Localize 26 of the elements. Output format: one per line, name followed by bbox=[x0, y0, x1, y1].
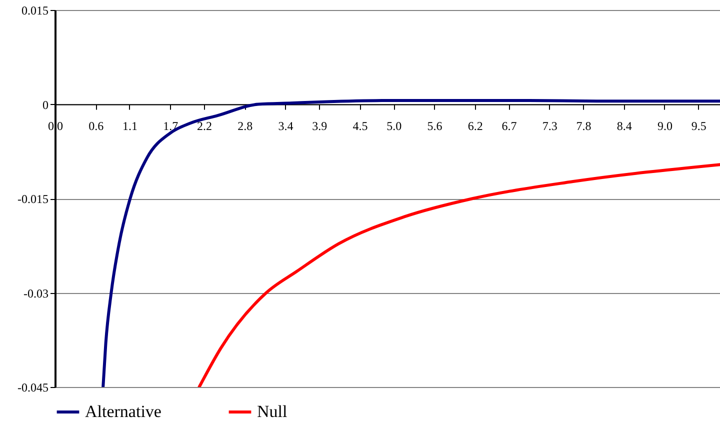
x-tick-label: 1.1 bbox=[122, 118, 138, 133]
x-tick-label: 7.8 bbox=[576, 118, 592, 133]
x-tick-label: 2.8 bbox=[238, 118, 253, 133]
x-tick-label: 5.0 bbox=[386, 118, 402, 133]
y-tick-label: 0.015 bbox=[22, 4, 48, 18]
x-tick-label: 8.4 bbox=[616, 118, 632, 133]
x-tick-label: 5.6 bbox=[427, 118, 442, 133]
x-tick-label: 2.2 bbox=[196, 118, 212, 133]
x-tick-label: 4.5 bbox=[352, 118, 368, 133]
x-tick-label: 9.0 bbox=[657, 118, 672, 133]
line-series bbox=[198, 163, 720, 387]
x-tick-label: 3.4 bbox=[278, 118, 294, 133]
y-tick-label: -0.015 bbox=[18, 192, 48, 206]
y-tick-label: -0.045 bbox=[18, 380, 48, 394]
x-tick-label: 1.7 bbox=[163, 118, 178, 133]
y-tick-label: 0 bbox=[42, 98, 48, 112]
legend-label: Null bbox=[257, 402, 288, 421]
x-tick-label: 0.6 bbox=[88, 118, 104, 133]
legend-label: Alternative bbox=[85, 402, 162, 421]
x-tick-label: 6.7 bbox=[502, 118, 517, 133]
x-tick-label: 9.5 bbox=[691, 118, 706, 133]
y-tick-label: -0.03 bbox=[24, 286, 48, 300]
line-series bbox=[102, 98, 720, 387]
x-tick-label: 6.2 bbox=[468, 118, 483, 133]
x-tick-label: 3.9 bbox=[312, 118, 328, 133]
x-tick-label: 7.3 bbox=[542, 118, 558, 133]
